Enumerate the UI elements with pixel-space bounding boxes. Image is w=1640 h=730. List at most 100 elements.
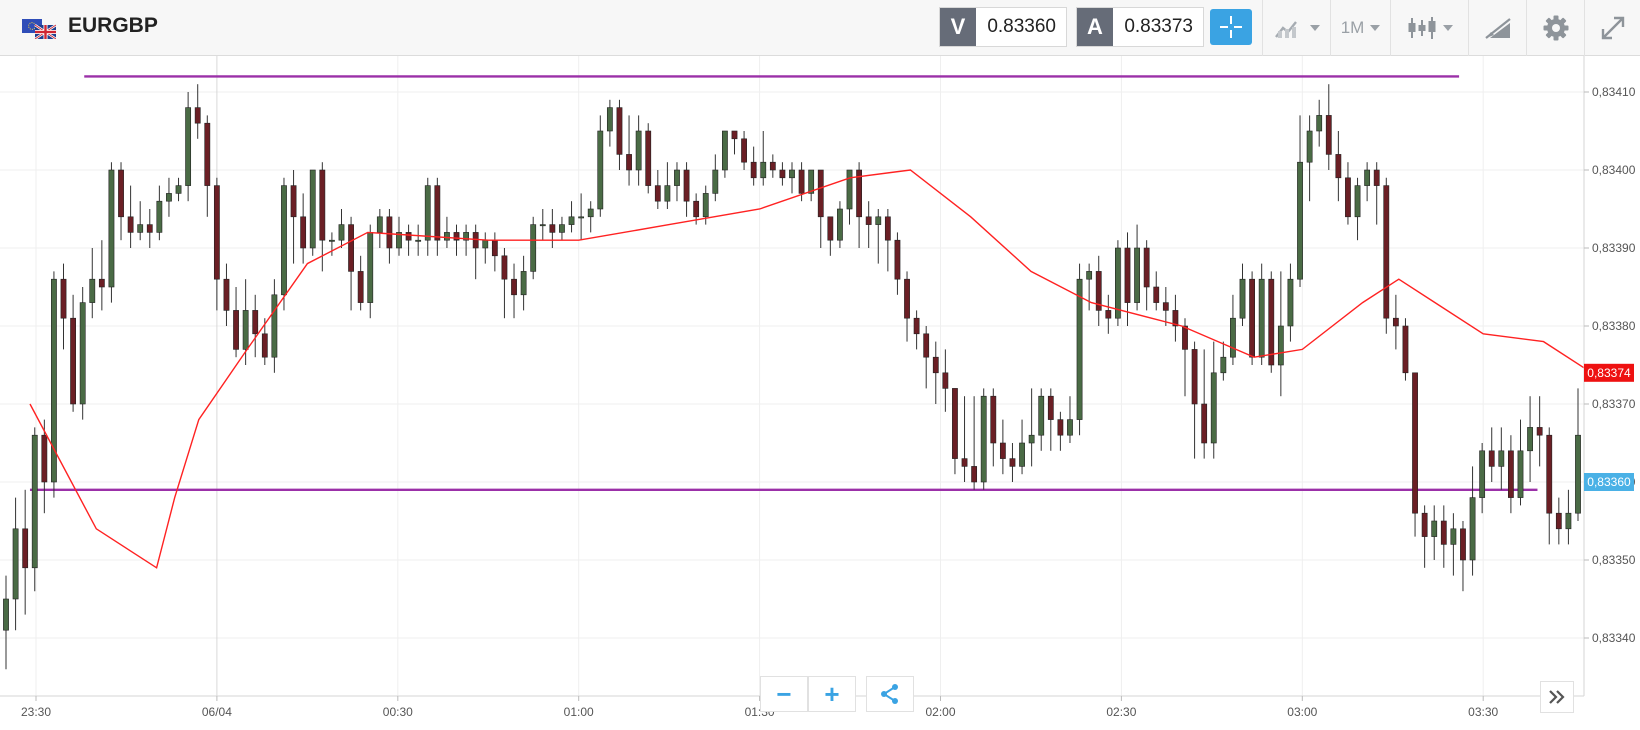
candle bbox=[156, 185, 163, 241]
fullscreen-button[interactable] bbox=[1584, 0, 1640, 56]
crosshair-button[interactable] bbox=[1210, 9, 1252, 45]
candle-body bbox=[1460, 528, 1466, 561]
candle-body bbox=[1019, 442, 1025, 467]
timeframe-select[interactable]: 1M bbox=[1330, 0, 1390, 56]
candlestick-chart[interactable]: 0,83340 0,83350 0,83360 0,83370 0,83380 0,833… bbox=[0, 56, 1640, 730]
candle-body bbox=[434, 185, 441, 241]
scroll-to-latest-button[interactable] bbox=[1540, 681, 1574, 713]
candle bbox=[1028, 388, 1035, 467]
candle-body bbox=[453, 232, 460, 241]
candle-body bbox=[856, 169, 862, 218]
candle-body bbox=[1565, 512, 1572, 530]
candle bbox=[980, 388, 987, 490]
candle bbox=[971, 396, 978, 490]
candle-body bbox=[606, 107, 613, 132]
candle bbox=[990, 388, 997, 467]
candle-body bbox=[290, 185, 297, 218]
candle bbox=[70, 294, 76, 412]
candle-body bbox=[980, 395, 987, 483]
candle bbox=[1277, 271, 1284, 397]
candle-body bbox=[808, 169, 815, 194]
candle-body bbox=[539, 224, 546, 227]
candle-body bbox=[1364, 169, 1371, 186]
candle-body bbox=[1402, 325, 1409, 374]
candle bbox=[1364, 162, 1371, 202]
candle-body bbox=[1335, 154, 1342, 179]
crosshair-icon bbox=[1220, 16, 1242, 38]
candle-body bbox=[31, 434, 38, 569]
candle bbox=[1124, 232, 1131, 326]
candle bbox=[338, 209, 345, 248]
zoom-controls: − + bbox=[760, 676, 914, 712]
candle-body bbox=[635, 130, 642, 171]
candle bbox=[22, 489, 29, 615]
candle bbox=[1488, 427, 1495, 482]
candle-style-button[interactable] bbox=[1390, 0, 1468, 56]
candle-body bbox=[22, 528, 29, 569]
candle bbox=[597, 115, 604, 217]
candle bbox=[166, 177, 172, 217]
candle bbox=[1201, 349, 1208, 459]
candle bbox=[760, 131, 767, 186]
candle-body bbox=[597, 130, 604, 210]
candle bbox=[789, 162, 795, 194]
buy-label: A bbox=[1077, 8, 1113, 46]
candle-body bbox=[693, 200, 700, 218]
candle bbox=[185, 92, 192, 202]
chart-type-button[interactable] bbox=[1262, 0, 1330, 56]
candle bbox=[808, 169, 815, 202]
candle-body bbox=[731, 130, 738, 140]
candle-body bbox=[137, 224, 144, 233]
sell-label: V bbox=[940, 8, 976, 46]
candle-body bbox=[875, 216, 882, 225]
double-chevron-right-icon bbox=[1549, 690, 1565, 704]
candle-body bbox=[386, 216, 393, 249]
candle-body bbox=[1038, 395, 1045, 436]
candle bbox=[616, 99, 623, 170]
candle-body bbox=[1115, 247, 1121, 319]
candle-body bbox=[865, 216, 872, 225]
candle bbox=[942, 349, 949, 412]
gear-icon bbox=[1543, 15, 1568, 41]
candle-body bbox=[1086, 271, 1093, 280]
candle bbox=[261, 318, 268, 365]
candle bbox=[309, 169, 316, 256]
settings-button[interactable] bbox=[1526, 0, 1584, 56]
candle-body bbox=[482, 239, 489, 249]
candle bbox=[932, 341, 939, 404]
candle bbox=[539, 209, 546, 241]
candle-body bbox=[1412, 372, 1418, 514]
buy-price-box[interactable]: A 0.83373 bbox=[1076, 7, 1204, 47]
draw-tools-button[interactable] bbox=[1468, 0, 1526, 56]
candle-body bbox=[156, 200, 163, 233]
candle bbox=[1421, 505, 1428, 568]
candle bbox=[1047, 388, 1054, 451]
x-tick-label: 00:30 bbox=[383, 705, 413, 719]
share-button[interactable] bbox=[866, 676, 914, 712]
candle-body bbox=[242, 310, 249, 350]
candle-body bbox=[674, 169, 680, 186]
sell-price-box[interactable]: V 0.83360 bbox=[939, 7, 1067, 47]
zoom-in-button[interactable]: + bbox=[808, 676, 856, 712]
candle-body bbox=[520, 271, 527, 296]
candle bbox=[875, 209, 882, 264]
chart-area[interactable]: 0,83340 0,83350 0,83360 0,83370 0,83380 0,833… bbox=[0, 56, 1640, 730]
candle bbox=[1143, 240, 1150, 311]
candle-body bbox=[1028, 434, 1035, 444]
candle bbox=[1546, 427, 1553, 545]
candle bbox=[12, 497, 19, 631]
candle-body bbox=[319, 169, 326, 241]
x-tick-label: 02:30 bbox=[1106, 705, 1136, 719]
candle-body bbox=[223, 278, 230, 311]
candle bbox=[108, 162, 115, 303]
candle bbox=[204, 115, 211, 217]
candle bbox=[1402, 318, 1409, 381]
x-tick-label: 06/04 bbox=[202, 705, 232, 719]
candle bbox=[1230, 294, 1236, 365]
candle bbox=[1450, 513, 1457, 576]
candle bbox=[722, 130, 728, 178]
zoom-out-button[interactable]: − bbox=[760, 676, 808, 712]
candle bbox=[999, 419, 1006, 475]
y-tick-label: 0,83350 bbox=[1592, 553, 1636, 567]
candle-body bbox=[41, 434, 48, 483]
